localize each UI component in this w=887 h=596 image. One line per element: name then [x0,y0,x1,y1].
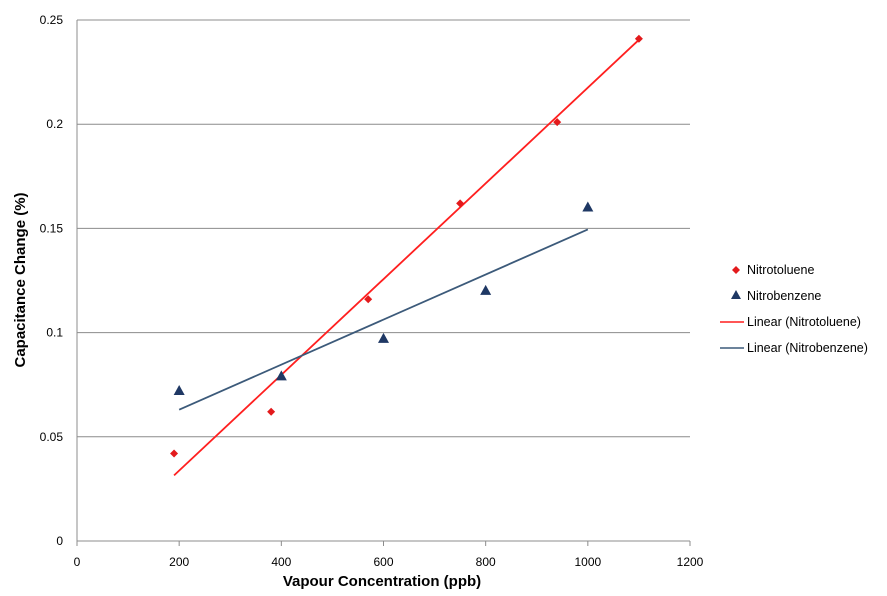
point-nitrobenzene [480,284,492,295]
tick-labels: 0 0.05 0.1 0.15 0.2 0.25 0 200 400 600 800 1000 1200 [40,13,704,569]
point-nitrotoluene [634,34,643,43]
x-tick-label: 800 [476,555,496,569]
legend-item-nitrobenzene: Nitrobenzene [731,289,821,303]
point-nitrotoluene [553,118,562,127]
y-tick-label: 0 [56,534,63,548]
point-nitrobenzene [275,370,287,381]
x-tick-label: 1200 [677,555,704,569]
gridlines [77,19,690,438]
x-tick-label: 0 [74,555,81,569]
point-nitrobenzene [378,332,389,343]
legend-item-linear-nitrotoluene: Linear (Nitrotoluene) [720,315,861,329]
legend-label-linear-nitrobenzene: Linear (Nitrobenzene) [747,341,868,355]
x-tick-label: 200 [169,555,189,569]
x-tick-label: 600 [373,555,393,569]
x-tick-label: 1000 [574,555,601,569]
legend-label-linear-nitrotoluene: Linear (Nitrotoluene) [747,315,861,329]
trendline-nitrobenzene [178,228,589,411]
point-nitrobenzene [582,201,594,212]
y-axis-title: Capacitance Change (%) [12,192,29,367]
point-nitrotoluene [267,407,276,416]
point-nitrotoluene [456,199,465,208]
legend-label-nitrotoluene: Nitrotoluene [747,263,814,277]
axes [76,20,690,542]
y-tick-label: 0.2 [46,117,63,131]
legend-item-linear-nitrobenzene: Linear (Nitrobenzene) [720,341,868,355]
point-nitrotoluene [170,449,179,458]
y-tick-label: 0.25 [40,13,64,27]
y-tick-label: 0.15 [40,221,64,235]
legend-item-nitrotoluene: Nitrotoluene [732,263,814,277]
legend-label-nitrobenzene: Nitrobenzene [747,289,821,303]
x-axis-title: Vapour Concentration (ppb) [283,573,481,590]
trendline-nitrotoluene [173,39,640,477]
legend: Nitrotoluene Nitrobenzene Linear (Nitrot… [720,263,868,355]
y-tick-label: 0.05 [40,430,64,444]
point-nitrotoluene [364,295,373,304]
data-points [170,34,643,458]
legend-triangle-marker [731,290,741,299]
x-tick-label: 400 [271,555,291,569]
legend-diamond-marker [732,266,740,274]
y-tick-label: 0.1 [46,326,63,340]
point-nitrobenzene [173,384,185,395]
trendlines [173,39,640,477]
